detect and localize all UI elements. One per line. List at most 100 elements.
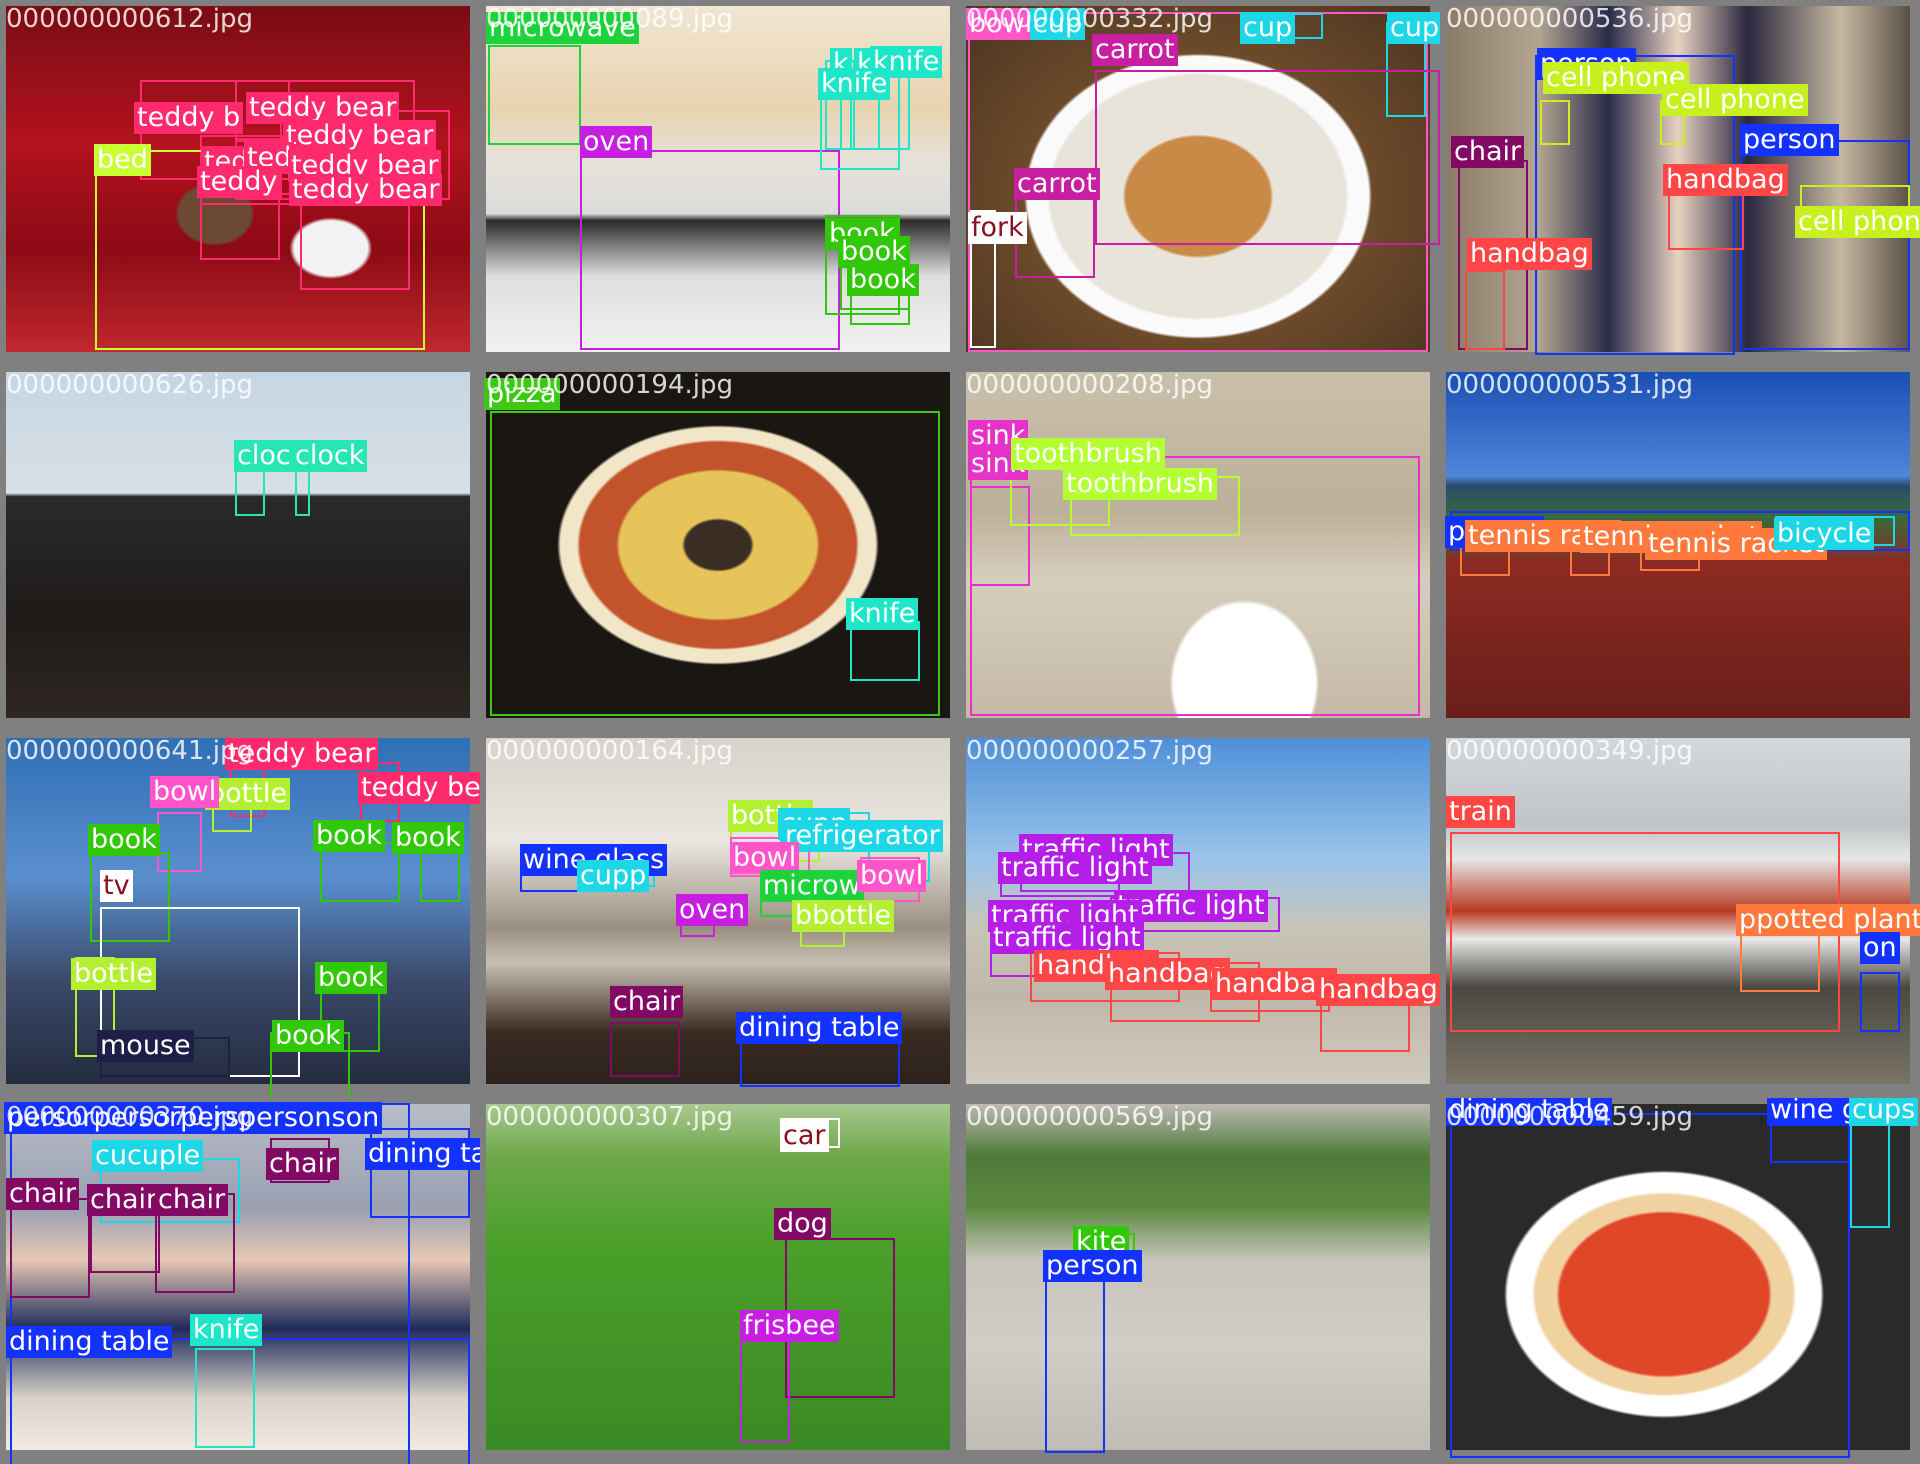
image-tile[interactable]: 000000000612.jpg teddy b teddy bear teddy b…	[0, 0, 480, 366]
detection-label: book	[847, 264, 919, 296]
detection-label: book	[315, 962, 387, 994]
image-tile[interactable]: 000000000536.jpg person cell phone cell pho…	[1440, 0, 1920, 366]
photo	[966, 1104, 1430, 1450]
detection-label: fork	[968, 212, 1027, 244]
detection-box[interactable]	[195, 1348, 255, 1448]
image-tile[interactable]: 000000000208.jpg sink sink toothbrush toothb…	[960, 366, 1440, 732]
detection-box[interactable]	[970, 456, 1420, 716]
detection-label: dog	[774, 1208, 831, 1240]
detection-box[interactable]	[1095, 70, 1440, 245]
detection-label: teddy bear	[283, 120, 437, 152]
image-tile[interactable]: 000000000089.jpg microwave oven k k knife knif…	[480, 0, 960, 366]
detection-label: bottle	[71, 958, 156, 990]
filename-label: 000000000531.jpg	[1446, 370, 1693, 400]
image-tile[interactable]: 000000000370.jpg persorpersorperspersonso…	[0, 1098, 480, 1464]
image-tile[interactable]: 000000000626.jpg cloc clock	[0, 366, 480, 732]
filename-label: 000000000349.jpg	[1446, 736, 1693, 766]
detection-label: chair	[1451, 136, 1525, 168]
image-tile[interactable]: 000000000349.jpg train ppotted plant on	[1440, 732, 1920, 1098]
image-tile[interactable]: 000000000307.jpg car dog frisbee	[480, 1098, 960, 1464]
detection-label: knife	[846, 598, 919, 630]
filename-label: 000000000194.jpg	[486, 370, 733, 400]
detection-box[interactable]	[488, 45, 581, 145]
detection-box[interactable]	[850, 621, 920, 681]
image-tile[interactable]: 000000000332.jpg bowl cup cup cup carrot carro…	[960, 0, 1440, 366]
filename-label: 000000000089.jpg	[486, 4, 733, 34]
filename-label: 000000000307.jpg	[486, 1102, 733, 1132]
detection-box[interactable]	[370, 1128, 470, 1218]
detection-box[interactable]	[1850, 1118, 1890, 1228]
detection-label: handbag	[1212, 968, 1337, 1000]
detection-box[interactable]	[1770, 1123, 1850, 1163]
detection-label: knife	[818, 68, 891, 100]
detection-box[interactable]	[610, 1022, 680, 1077]
detection-label: chair	[610, 986, 684, 1018]
detection-label: bowl	[150, 776, 220, 808]
detection-label: traffic light	[990, 922, 1144, 954]
detection-label: sink	[968, 420, 1029, 452]
detection-label: dining table	[1446, 1098, 1613, 1126]
detection-label: oven	[580, 126, 653, 158]
detection-box[interactable]	[10, 1198, 90, 1298]
detection-label: car	[780, 1120, 829, 1152]
detection-label: traffic light	[998, 852, 1152, 884]
detection-box[interactable]	[968, 12, 1428, 352]
detection-label: book	[392, 822, 464, 854]
detection-label: carrot	[1014, 168, 1100, 200]
photo	[486, 372, 950, 718]
detection-label: book	[272, 1020, 344, 1052]
detection-label: bicycle	[1774, 518, 1875, 550]
filename-label: 000000000612.jpg	[6, 4, 253, 34]
detection-box[interactable]	[490, 411, 940, 716]
detection-label: teddy b	[134, 102, 244, 134]
detection-label: microw	[760, 870, 864, 902]
detection-label: cup	[1240, 12, 1296, 44]
image-tile[interactable]: 000000000459.jpg dining table wine g cups	[1440, 1098, 1920, 1464]
detection-label: book	[838, 236, 910, 268]
detection-box[interactable]	[1045, 1258, 1105, 1453]
detection-label: person	[1043, 1250, 1142, 1282]
detection-label: chair	[266, 1148, 340, 1180]
detection-label: chair	[155, 1184, 229, 1216]
detection-box[interactable]	[970, 486, 1030, 586]
photo	[966, 372, 1430, 718]
image-tile[interactable]: 000000000194.jpg pizza knife	[480, 366, 960, 732]
image-tile[interactable]: 000000000531.jpgpersontennis racktennis …	[1440, 366, 1920, 732]
image-tile[interactable]: 000000000569.jpg kite person	[960, 1098, 1440, 1464]
detection-label: book	[313, 820, 385, 852]
detection-label: microwave	[486, 12, 639, 44]
detection-label: frisbee	[740, 1310, 839, 1342]
image-tile[interactable]: 000000000257.jpg traffic light traffic lig…	[960, 732, 1440, 1098]
photo	[486, 1104, 950, 1450]
filename-label: 000000000164.jpg	[486, 736, 733, 766]
detection-label: cup	[1030, 8, 1086, 40]
detection-box[interactable]	[1540, 100, 1570, 145]
detection-label: handbag	[1467, 238, 1592, 270]
detection-label: bowl	[730, 842, 800, 874]
detection-box[interactable]	[970, 210, 996, 348]
filename-label: 000000000332.jpg	[966, 4, 1213, 34]
detection-label: bed	[94, 144, 151, 176]
detection-label: teddy bear	[289, 174, 443, 206]
photo	[6, 372, 470, 718]
detection-box[interactable]	[1450, 1113, 1850, 1458]
detection-label: cupp	[577, 860, 650, 892]
detection-box[interactable]	[740, 1042, 900, 1087]
detection-label: refrigerator	[782, 820, 943, 852]
detection-label: wine g	[1767, 1098, 1863, 1126]
detection-label: bowl	[857, 860, 927, 892]
detection-label: tv	[100, 870, 133, 902]
detection-label: train	[1446, 796, 1515, 828]
detection-label: bbottle	[792, 900, 895, 932]
detection-box[interactable]	[1740, 932, 1820, 992]
detection-label: chair	[6, 1178, 80, 1210]
image-tile[interactable]: 000000000164.jpgbottlecupprefrigeratorwi…	[480, 732, 960, 1098]
detection-box[interactable]	[580, 150, 840, 350]
detection-box[interactable]	[420, 852, 460, 902]
detection-box[interactable]	[1465, 270, 1505, 350]
detection-label: dining table	[6, 1326, 173, 1358]
detection-label: ppotted plant	[1736, 904, 1920, 936]
detection-box[interactable]	[1860, 972, 1900, 1032]
filename-label: 000000000626.jpg	[6, 370, 253, 400]
